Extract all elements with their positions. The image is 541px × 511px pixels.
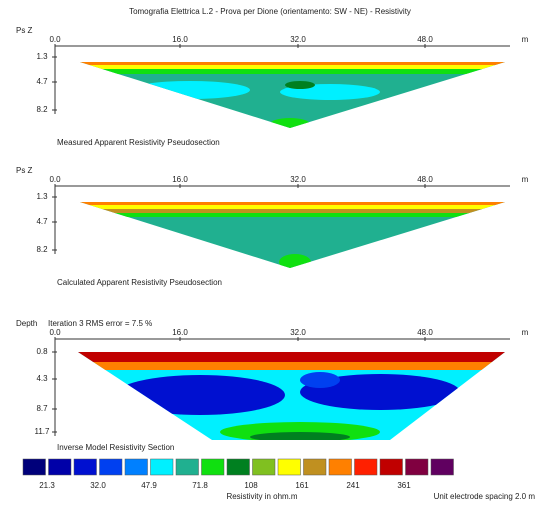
x-tick-label: 48.0 xyxy=(417,328,433,337)
legend-label: 71.8 xyxy=(192,481,208,490)
x-tick-label: 32.0 xyxy=(290,175,306,184)
x-tick-label: 32.0 xyxy=(290,35,306,44)
measured-pseudosection xyxy=(80,62,505,128)
x-tick-label: 0.0 xyxy=(49,175,61,184)
legend-swatch xyxy=(22,458,46,476)
depth-tick-label: 0.8 xyxy=(36,347,48,356)
legend-swatch xyxy=(328,458,352,476)
legend-swatch xyxy=(201,458,225,476)
legend-swatch xyxy=(277,458,301,476)
legend-swatch xyxy=(303,458,327,476)
legend-swatch xyxy=(430,458,454,476)
depth-tick-label: 4.7 xyxy=(36,217,48,226)
depth-tick-label: 8.2 xyxy=(36,245,48,254)
legend-swatch xyxy=(99,458,123,476)
depth-tick-label: 1.3 xyxy=(36,52,48,61)
x-tick-label: 0.0 xyxy=(49,328,61,337)
legend-swatch xyxy=(175,458,199,476)
legend-swatch xyxy=(124,458,148,476)
legend-label: 161 xyxy=(295,481,309,490)
x-tick-label: 32.0 xyxy=(290,328,306,337)
legend-swatch xyxy=(379,458,403,476)
legend-swatch xyxy=(48,458,72,476)
inverse-model-section xyxy=(78,352,505,440)
legend-label: 108 xyxy=(244,481,258,490)
x-tick-label: 16.0 xyxy=(172,175,188,184)
title: Tomografia Elettrica L.2 - Prova per Dio… xyxy=(129,7,411,16)
axis-label: Ps Z xyxy=(16,166,33,175)
legend-swatch xyxy=(73,458,97,476)
legend-swatch xyxy=(405,458,429,476)
iteration-info: Iteration 3 RMS error = 7.5 % xyxy=(48,319,152,328)
x-tick-label: 48.0 xyxy=(417,35,433,44)
section-caption: Inverse Model Resistivity Section xyxy=(57,443,174,452)
depth-tick-label: 1.3 xyxy=(36,192,48,201)
legend-swatch xyxy=(252,458,276,476)
axis-label: Ps Z xyxy=(16,26,33,35)
footnote: Unit electrode spacing 2.0 m xyxy=(434,492,536,501)
depth-tick-label: 11.7 xyxy=(35,427,51,436)
x-tick-label: 16.0 xyxy=(172,35,188,44)
legend-swatch xyxy=(226,458,250,476)
depth-tick-label: 8.2 xyxy=(36,105,48,114)
section-caption: Calculated Apparent Resistivity Pseudose… xyxy=(57,278,222,287)
x-tick-label: 48.0 xyxy=(417,175,433,184)
calculated-pseudosection xyxy=(80,202,505,268)
legend-label: 361 xyxy=(397,481,411,490)
legend-label: 47.9 xyxy=(141,481,157,490)
legend-label: 21.3 xyxy=(39,481,55,490)
depth-tick-label: 4.7 xyxy=(36,77,48,86)
depth-tick-label: 8.7 xyxy=(36,404,48,413)
legend-label: 241 xyxy=(346,481,360,490)
x-unit: m xyxy=(522,35,529,44)
legend-swatch xyxy=(150,458,174,476)
x-unit: m xyxy=(522,175,529,184)
legend-swatch xyxy=(354,458,378,476)
depth-tick-label: 4.3 xyxy=(36,374,48,383)
section-caption: Measured Apparent Resistivity Pseudosect… xyxy=(57,138,220,147)
legend-label: 32.0 xyxy=(90,481,106,490)
x-tick-label: 16.0 xyxy=(172,328,188,337)
axis-label: Depth xyxy=(16,319,37,328)
x-unit: m xyxy=(522,328,529,337)
legend-title: Resistivity in ohm.m xyxy=(226,492,297,501)
x-tick-label: 0.0 xyxy=(49,35,61,44)
